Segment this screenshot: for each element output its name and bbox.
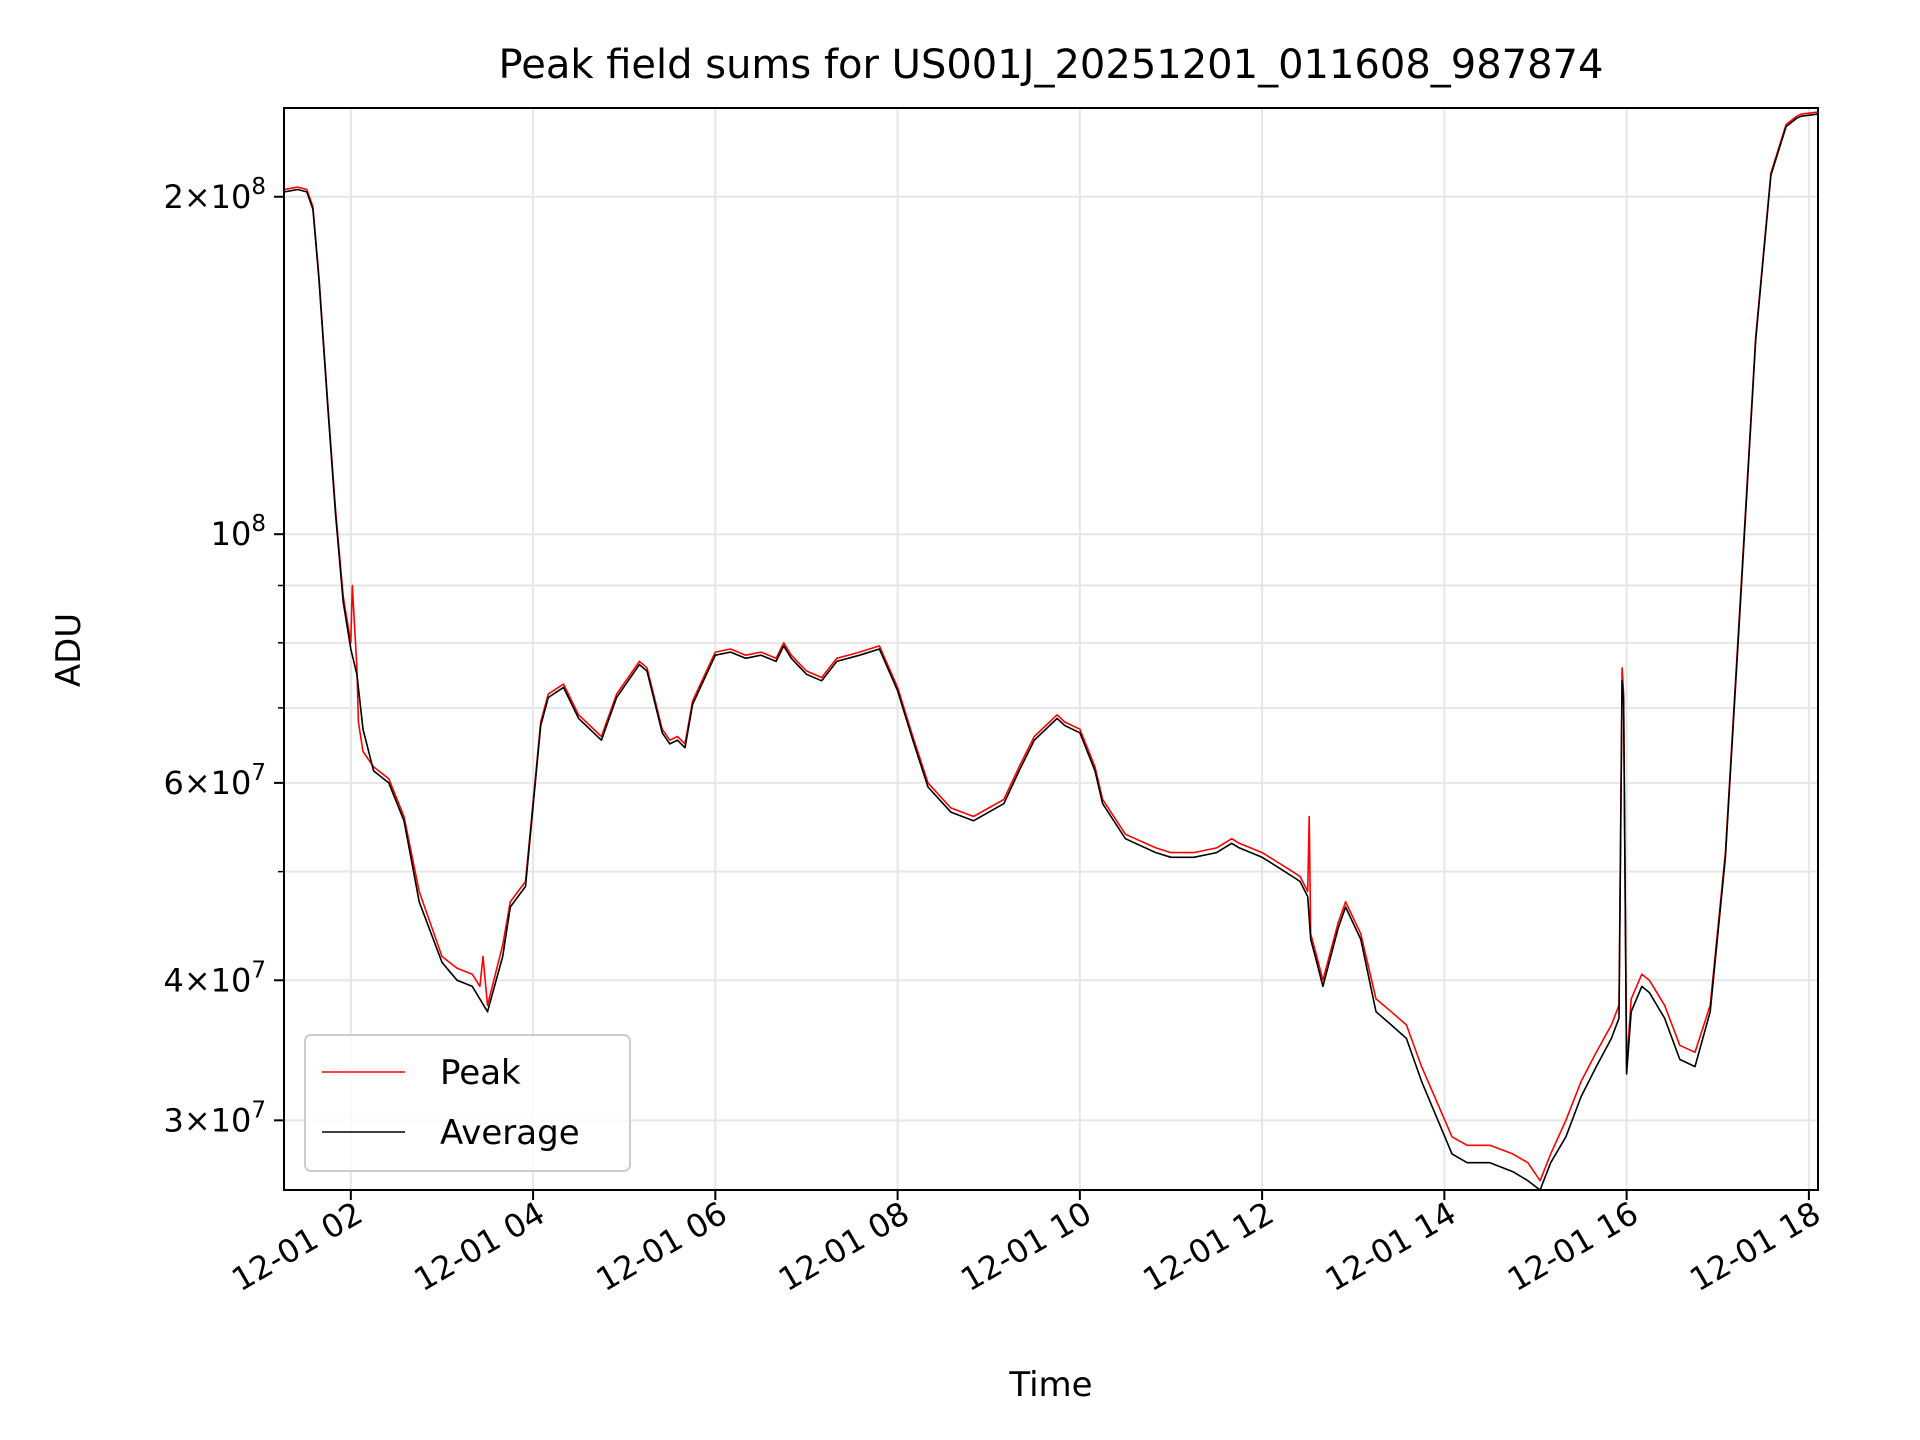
x-tick-label: 12-01 04 bbox=[407, 1194, 551, 1299]
x-tick-label: 12-01 08 bbox=[772, 1194, 916, 1299]
y-axis: 3×107 4×107 6×107 108 2×108 bbox=[163, 174, 284, 1139]
x-tick-label: 12-01 12 bbox=[1137, 1194, 1281, 1299]
x-tick-label: 12-01 06 bbox=[590, 1194, 734, 1299]
x-tick-label: 12-01 10 bbox=[954, 1194, 1098, 1299]
grid bbox=[284, 108, 1818, 1190]
x-tick-label: 12-01 02 bbox=[225, 1194, 369, 1299]
x-axis-label: Time bbox=[1008, 1365, 1092, 1405]
x-tick-label: 12-01 14 bbox=[1319, 1194, 1463, 1299]
y-axis-label: ADU bbox=[49, 613, 89, 687]
x-axis: 12-01 02 12-01 04 12-01 06 12-01 08 12-01 10… bbox=[225, 1190, 1827, 1299]
series-lines bbox=[283, 111, 1819, 1191]
series-line-average bbox=[283, 113, 1819, 1191]
series-line-peak bbox=[283, 111, 1819, 1182]
y-tick-label: 3×107 bbox=[163, 1097, 266, 1139]
y-tick-label: 108 bbox=[211, 511, 266, 553]
x-tick-label: 12-01 18 bbox=[1683, 1194, 1827, 1299]
legend-label-average: Average bbox=[440, 1113, 580, 1153]
y-tick-label: 2×108 bbox=[163, 174, 266, 216]
y-tick-label: 4×107 bbox=[163, 957, 266, 999]
chart-title: Peak field sums for US001J_20251201_0116… bbox=[499, 42, 1604, 88]
legend-box bbox=[304, 1034, 631, 1172]
legend: Peak Average bbox=[304, 1034, 631, 1172]
x-tick-label: 12-01 16 bbox=[1501, 1194, 1645, 1299]
y-tick-label: 6×107 bbox=[163, 760, 266, 802]
legend-label-peak: Peak bbox=[440, 1053, 521, 1093]
plot-frame bbox=[283, 107, 1819, 1191]
